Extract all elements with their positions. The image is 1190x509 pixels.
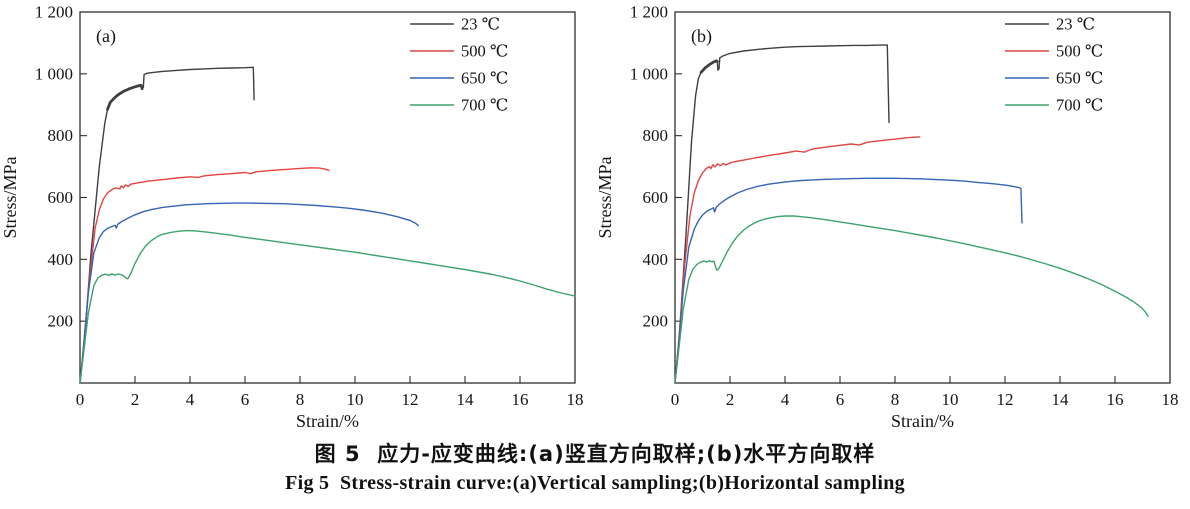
- figure-caption-chinese: 图 5 应力-应变曲线:(a)竖直方向取样;(b)水平方向取样: [314, 442, 876, 466]
- y-tick-label: 1 000: [35, 64, 73, 83]
- y-tick-label: 1 200: [35, 3, 73, 22]
- stress-strain-chart-horizontal-sampling: 0 2 4 6 8 10 12 14 16 18 200 400 600 800 1 000 1 200 Str…: [595, 3, 1179, 431]
- legend-label: 700 ℃: [1056, 96, 1103, 115]
- stress-strain-chart-vertical-sampling: 0 2 4 6 8 10 12 14 16 18 200 400 600 800 1 000 1 200 Str…: [0, 3, 584, 431]
- x-tick-label: 14: [457, 390, 475, 409]
- legend-label: 650 ℃: [1056, 69, 1103, 88]
- x-tick-label: 6: [241, 390, 250, 409]
- legend-label: 23 ℃: [461, 15, 500, 34]
- y-tick-label: 400: [643, 250, 669, 269]
- legend: 23 ℃ 500 ℃ 650 ℃ 700 ℃: [410, 15, 508, 115]
- y-tick-label: 600: [48, 188, 74, 207]
- x-tick-label: 18: [1162, 390, 1179, 409]
- y-tick-label: 600: [643, 188, 669, 207]
- x-tick-label: 2: [726, 390, 735, 409]
- legend: 23 ℃ 500 ℃ 650 ℃ 700 ℃: [1005, 15, 1103, 115]
- legend-label: 650 ℃: [461, 69, 508, 88]
- legend-label: 700 ℃: [461, 96, 508, 115]
- series-23℃: [79, 66, 255, 384]
- x-tick-label: 16: [512, 390, 529, 409]
- x-axis-title: Strain/%: [296, 411, 359, 430]
- y-axis-title: Stress/MPa: [0, 156, 20, 238]
- x-axis-title: Strain/%: [891, 411, 954, 430]
- legend-label: 500 ℃: [1056, 42, 1103, 61]
- x-tick-label: 6: [836, 390, 845, 409]
- series-650℃: [79, 202, 419, 384]
- x-tick-label: 2: [131, 390, 140, 409]
- x-tick-label: 4: [781, 390, 790, 409]
- series-700℃: [79, 229, 576, 384]
- legend-label: 500 ℃: [461, 42, 508, 61]
- x-axis: 0 2 4 6 8 10 12 14 16 18: [671, 376, 1179, 409]
- y-tick-label: 200: [643, 312, 669, 331]
- y-tick-label: 400: [48, 250, 74, 269]
- x-tick-label: 8: [891, 390, 900, 409]
- figure-caption-english: Fig 5 Stress-strain curve:(a)Vertical sa…: [285, 472, 905, 494]
- y-axis: 200 400 600 800 1 000 1 200: [35, 3, 87, 331]
- series-500℃: [674, 136, 921, 384]
- y-axis: 200 400 600 800 1 000 1 200: [630, 3, 682, 331]
- panel-label: (b): [691, 26, 712, 47]
- x-tick-label: 10: [347, 390, 364, 409]
- x-tick-label: 8: [296, 390, 305, 409]
- x-tick-label: 4: [186, 390, 195, 409]
- y-tick-label: 800: [48, 126, 74, 145]
- y-tick-label: 1 000: [630, 64, 668, 83]
- x-tick-label: 10: [942, 390, 959, 409]
- x-axis: 0 2 4 6 8 10 12 14 16 18: [76, 376, 584, 409]
- y-tick-label: 1 200: [630, 3, 668, 22]
- series-500℃: [79, 167, 330, 384]
- panel-label: (a): [96, 26, 116, 47]
- x-tick-label: 18: [567, 390, 584, 409]
- x-tick-label: 12: [997, 390, 1014, 409]
- x-tick-label: 0: [671, 390, 680, 409]
- y-axis-title: Stress/MPa: [595, 156, 615, 238]
- x-tick-label: 14: [1052, 390, 1070, 409]
- series-700℃: [674, 215, 1149, 384]
- series-overlay-23℃: [699, 59, 719, 74]
- y-tick-label: 200: [48, 312, 74, 331]
- series-overlay-23℃: [106, 83, 144, 111]
- series-650℃: [674, 177, 1023, 384]
- chart-row: 0 2 4 6 8 10 12 14 16 18 200 400 600 800 1 000 1 200 Str…: [0, 3, 1179, 431]
- series-23℃: [674, 44, 890, 384]
- legend-label: 23 ℃: [1056, 15, 1095, 34]
- x-tick-label: 12: [402, 390, 419, 409]
- x-tick-label: 16: [1107, 390, 1124, 409]
- x-tick-label: 0: [76, 390, 85, 409]
- y-tick-label: 800: [643, 126, 669, 145]
